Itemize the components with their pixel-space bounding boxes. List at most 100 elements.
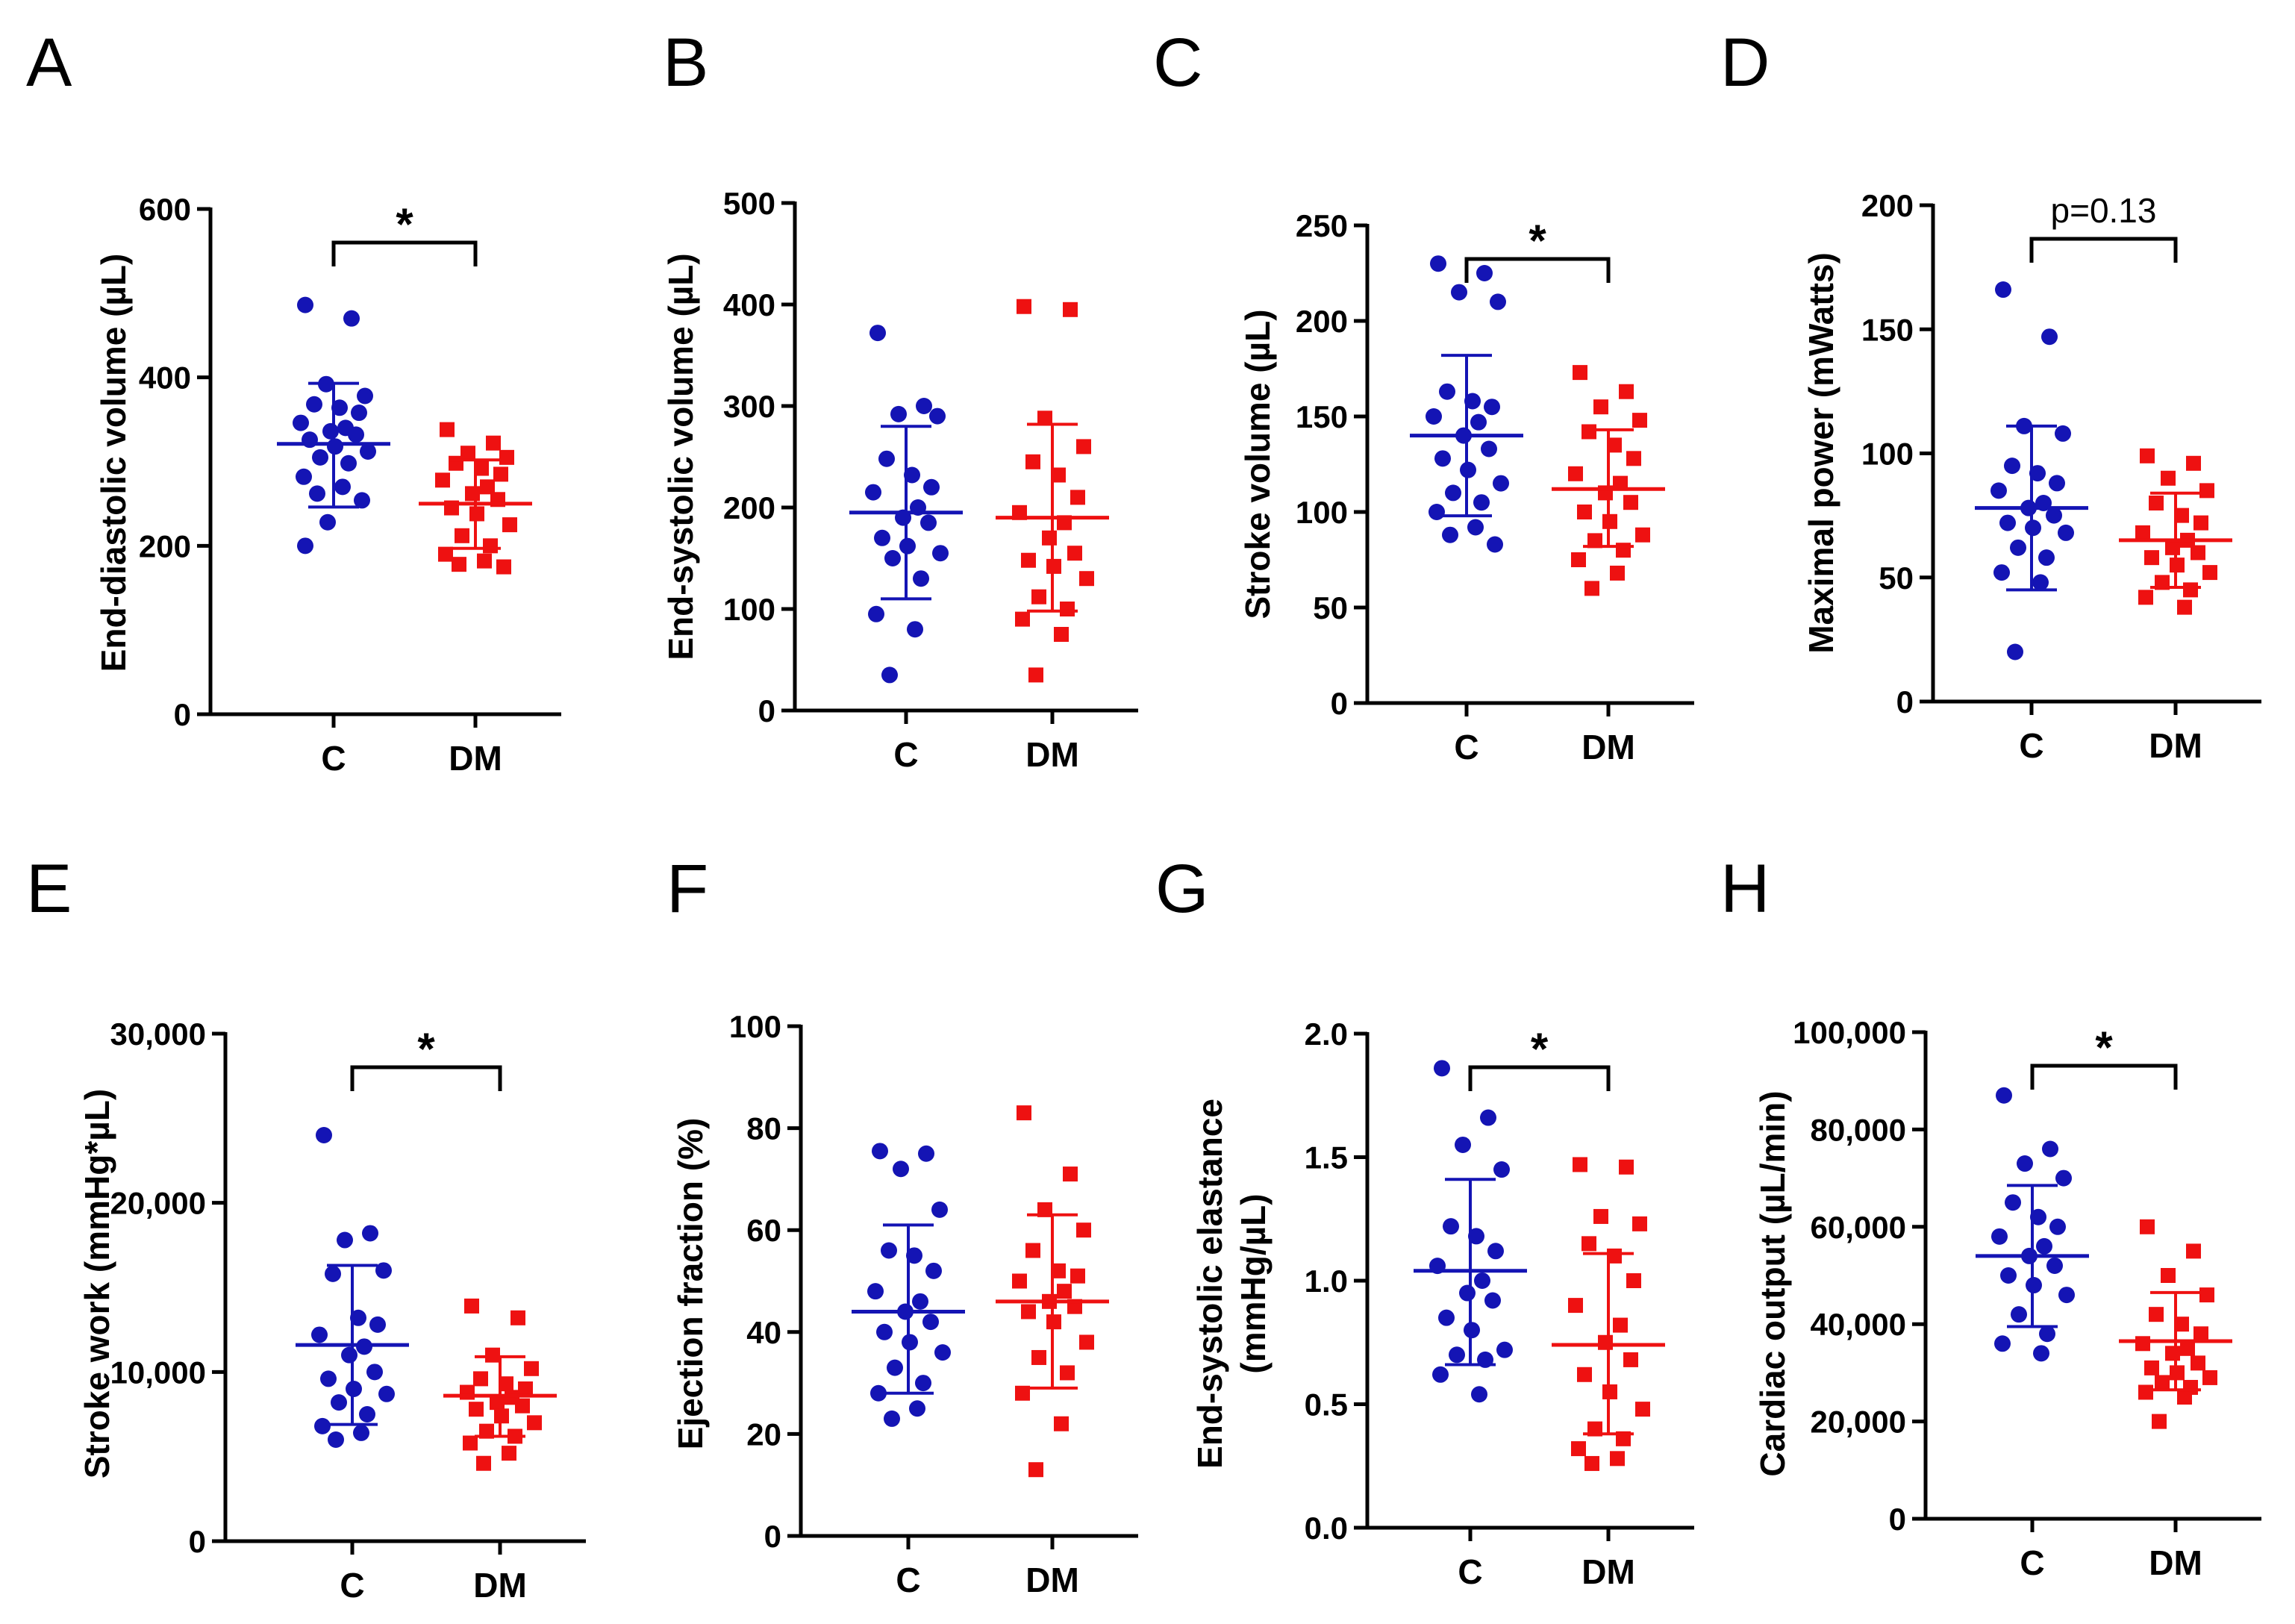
data-point-c bbox=[340, 455, 357, 472]
panel-letter: D bbox=[1720, 25, 1770, 101]
data-point-c bbox=[1481, 440, 1497, 457]
data-point-dm bbox=[1626, 451, 1641, 466]
x-tick-label: DM bbox=[449, 739, 502, 778]
data-point-c bbox=[2033, 1345, 2049, 1362]
data-point-dm bbox=[2191, 545, 2205, 560]
data-point-dm bbox=[1042, 530, 1057, 546]
data-point-c bbox=[1484, 1292, 1501, 1309]
data-point-dm bbox=[1568, 1298, 1583, 1314]
data-point-dm bbox=[2149, 496, 2164, 510]
significance-bracket bbox=[331, 240, 478, 266]
y-tick-label: 40,000 bbox=[1811, 1307, 1906, 1342]
data-point-c bbox=[906, 1247, 922, 1264]
data-point-dm bbox=[452, 557, 466, 572]
data-point-c bbox=[1445, 484, 1461, 502]
data-point-dm bbox=[2135, 1336, 2150, 1352]
data-point-c bbox=[1438, 1309, 1455, 1326]
y-tick-label: 0 bbox=[764, 1519, 781, 1554]
data-point-c bbox=[1432, 1366, 1449, 1383]
data-point-c bbox=[334, 478, 351, 496]
x-tick-label: C bbox=[896, 1561, 920, 1599]
data-point-c bbox=[2058, 524, 2074, 541]
y-tick-label: 80,000 bbox=[1811, 1112, 1906, 1147]
data-point-dm bbox=[502, 1446, 516, 1461]
data-point-c bbox=[2055, 1169, 2072, 1187]
data-point-dm bbox=[477, 553, 492, 569]
data-point-c bbox=[1471, 1386, 1487, 1403]
data-point-c bbox=[920, 514, 937, 531]
y-tick-label: 2.0 bbox=[1305, 1016, 1348, 1052]
significance-label: * bbox=[1531, 1024, 1549, 1074]
data-point-c bbox=[2046, 1257, 2063, 1274]
y-tick-label: 300 bbox=[723, 389, 775, 424]
data-point-dm bbox=[496, 559, 511, 575]
data-point-c bbox=[907, 621, 923, 638]
data-point-c bbox=[913, 570, 929, 587]
data-point-c bbox=[2036, 1237, 2052, 1255]
significance-bracket bbox=[1468, 1065, 1611, 1091]
data-point-c bbox=[918, 1145, 934, 1162]
data-point-c bbox=[1467, 519, 1484, 536]
data-point-c bbox=[328, 1431, 344, 1448]
data-point-c bbox=[297, 537, 313, 555]
data-point-dm bbox=[1573, 365, 1587, 381]
y-tick-label: 50 bbox=[1879, 560, 1914, 596]
y-tick-label: 1.0 bbox=[1305, 1264, 1348, 1299]
panel-letter: A bbox=[26, 25, 72, 101]
data-point-c bbox=[297, 296, 313, 313]
data-point-dm bbox=[1619, 384, 1634, 399]
y-tick-label: 0.5 bbox=[1305, 1387, 1348, 1422]
data-point-dm bbox=[1060, 602, 1075, 616]
data-point-c bbox=[2046, 507, 2062, 524]
y-tick-label: 150 bbox=[1296, 399, 1348, 434]
data-point-c bbox=[1476, 265, 1493, 281]
data-point-dm bbox=[510, 1310, 525, 1325]
data-point-dm bbox=[1031, 589, 1046, 605]
data-point-c bbox=[357, 387, 373, 405]
data-point-c bbox=[2042, 1140, 2058, 1158]
data-point-dm bbox=[1613, 475, 1628, 491]
data-point-c bbox=[311, 1326, 328, 1343]
y-tick-label: 0 bbox=[1331, 686, 1348, 721]
data-point-c bbox=[1449, 1346, 1465, 1364]
data-point-c bbox=[1473, 494, 1490, 511]
data-point-dm bbox=[2165, 540, 2180, 555]
data-point-dm bbox=[449, 455, 463, 471]
significance-label: p=0.13 bbox=[2051, 191, 2157, 230]
data-point-c bbox=[1993, 564, 2010, 581]
data-point-dm bbox=[2144, 550, 2159, 566]
data-point-dm bbox=[2186, 455, 2201, 471]
panel-g: G End-systolic elastance (mmHg/µL) 0.0 0.5 1.… bbox=[1155, 851, 1694, 1591]
data-point-dm bbox=[2174, 1317, 2189, 1332]
data-point-dm bbox=[2177, 599, 2192, 615]
y-tick-label: 20 bbox=[746, 1417, 781, 1452]
data-point-c bbox=[881, 666, 898, 684]
significance-bracket bbox=[350, 1065, 502, 1091]
data-point-dm bbox=[1571, 1441, 1586, 1457]
panel-b: B End-systolic volume (µL) 0 100 200 300 400 50… bbox=[661, 25, 1138, 774]
data-point-c bbox=[306, 396, 322, 413]
data-point-dm bbox=[2138, 1384, 2153, 1400]
data-point-dm bbox=[1626, 1273, 1641, 1288]
panel-letter: E bbox=[26, 851, 72, 927]
y-tick-label: 200 bbox=[1861, 188, 1914, 223]
panel-letter: H bbox=[1720, 851, 1770, 927]
data-point-c bbox=[1434, 450, 1451, 467]
data-point-dm bbox=[2140, 1219, 2155, 1234]
y-axis-label: (mmHg/µL) bbox=[1234, 1193, 1273, 1373]
data-point-dm bbox=[1593, 399, 1608, 415]
y-tick-label: 600 bbox=[139, 192, 191, 227]
panel-e: E Stroke work (mmHg*µL) 0 10,000 20,000 30,00… bbox=[26, 851, 586, 1605]
panel-letter: B bbox=[663, 25, 708, 101]
data-point-c bbox=[359, 1406, 375, 1422]
panel-letter: G bbox=[1155, 851, 1209, 927]
data-point-dm bbox=[1028, 667, 1043, 683]
data-point-c bbox=[2039, 1325, 2055, 1343]
data-point-dm bbox=[502, 517, 517, 533]
data-point-dm bbox=[1076, 1222, 1091, 1238]
data-point-dm bbox=[2193, 1326, 2208, 1342]
data-point-c bbox=[362, 1225, 378, 1242]
data-point-dm bbox=[455, 528, 469, 543]
data-point-c bbox=[934, 1344, 951, 1361]
